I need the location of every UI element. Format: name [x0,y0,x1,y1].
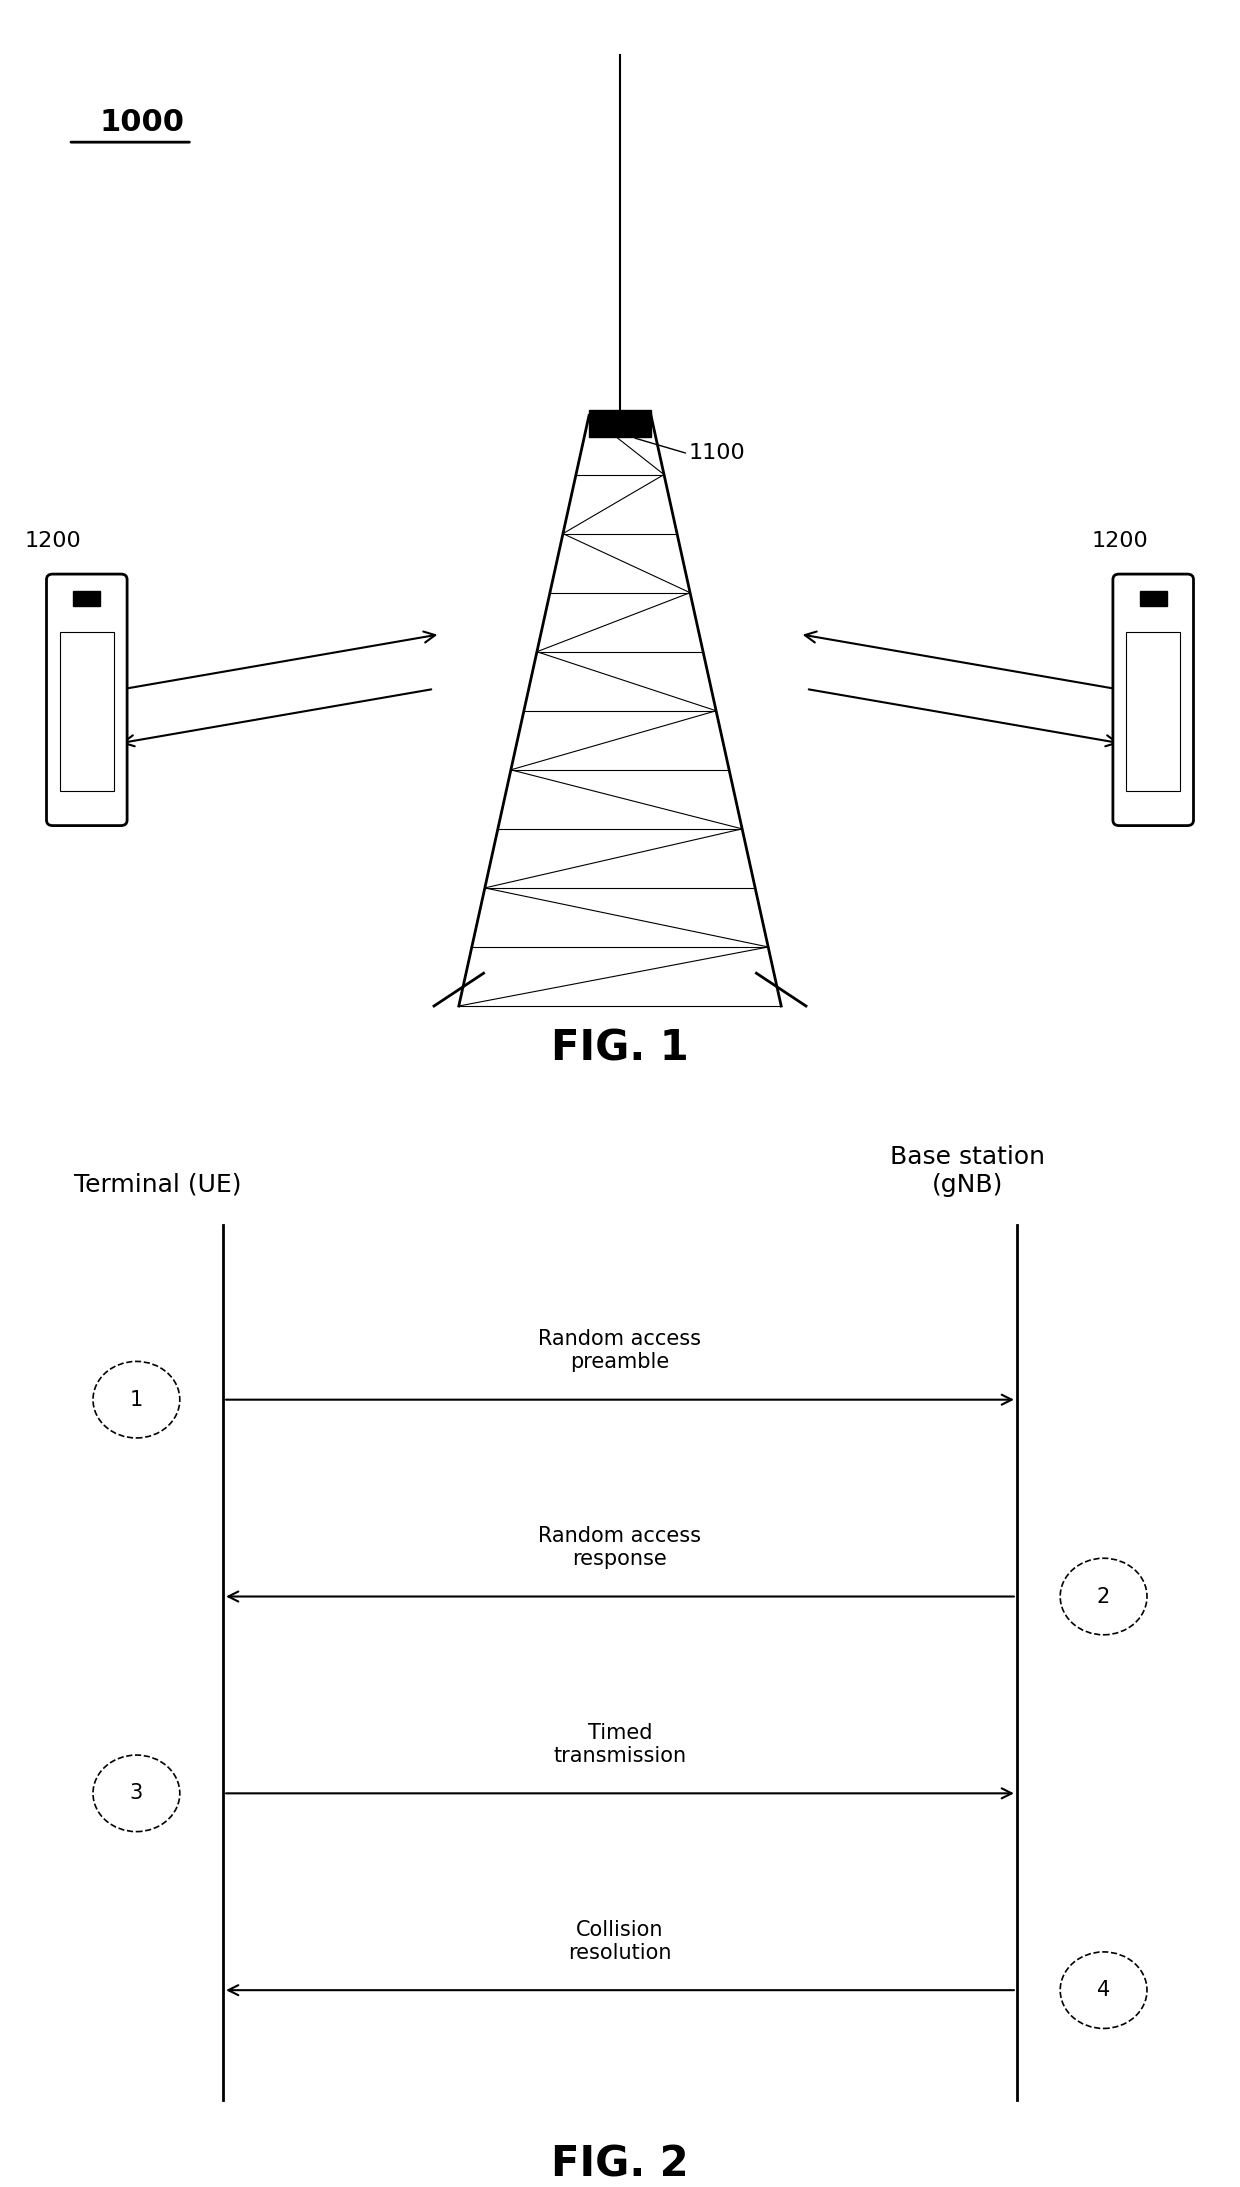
Bar [589,411,651,437]
Text: Timed
transmission: Timed transmission [553,1723,687,1767]
Bar [73,590,100,606]
Text: Random access
response: Random access response [538,1527,702,1570]
Text: 1100: 1100 [688,444,745,464]
Text: 3: 3 [130,1782,143,1804]
Text: Base station
(gNB): Base station (gNB) [890,1146,1044,1196]
Text: Terminal (UE): Terminal (UE) [74,1172,242,1196]
Text: Collision
resolution: Collision resolution [568,1920,672,1964]
Bar [60,632,114,792]
FancyBboxPatch shape [1114,575,1194,827]
Text: 1200: 1200 [1091,531,1148,551]
Text: 1200: 1200 [25,531,82,551]
Text: FIG. 1: FIG. 1 [551,1028,689,1069]
Text: 1000: 1000 [99,107,185,138]
Text: 2: 2 [1097,1586,1110,1607]
Text: 4: 4 [1097,1979,1110,2001]
Bar [1126,632,1180,792]
FancyBboxPatch shape [47,575,128,827]
Text: Random access
preamble: Random access preamble [538,1330,702,1373]
Text: 1: 1 [130,1389,143,1411]
Text: FIG. 2: FIG. 2 [552,2143,688,2185]
Bar [1140,590,1167,606]
